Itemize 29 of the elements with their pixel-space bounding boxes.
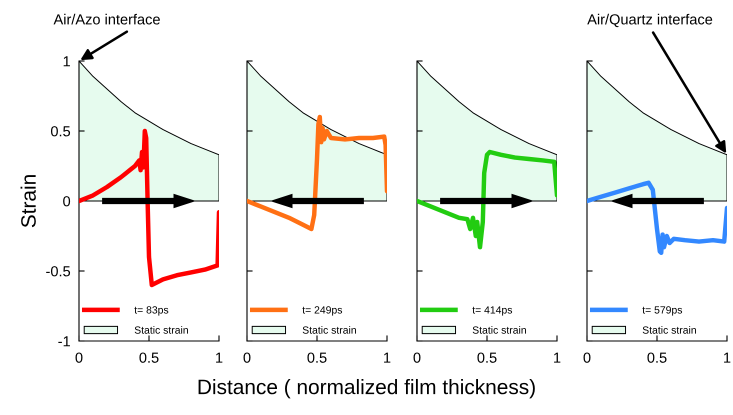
legend-label: t= 83ps bbox=[134, 306, 168, 316]
legend-label: t= 414ps bbox=[472, 306, 512, 316]
x-tick-label: 0 bbox=[244, 352, 250, 363]
x-tick-label: 0 bbox=[584, 352, 590, 363]
y-tick-label: 0 bbox=[63, 196, 70, 206]
annotation: Air/Azo interface bbox=[54, 14, 160, 25]
legend-label: Static strain bbox=[472, 326, 526, 334]
y-tick-label: -0.5 bbox=[46, 266, 70, 276]
legend-label: t= 249ps bbox=[302, 306, 342, 316]
x-tick-label: 0 bbox=[76, 352, 82, 363]
legend-label: Static strain bbox=[642, 326, 696, 334]
x-tick-label: 0 bbox=[414, 352, 420, 363]
y-tick-label: 1 bbox=[64, 56, 70, 66]
x-tick-label: 1 bbox=[724, 352, 730, 363]
x-tick-label: 1 bbox=[216, 352, 222, 363]
y-tick-label: -1 bbox=[58, 336, 70, 346]
x-tick-label: 1 bbox=[384, 352, 390, 363]
x-tick-label: 0.5 bbox=[477, 352, 497, 363]
legend-label: Static strain bbox=[134, 326, 188, 334]
annotation: Air/Quartz interface bbox=[587, 14, 712, 28]
legend-label: Static strain bbox=[302, 326, 356, 334]
x-tick-label: 0.5 bbox=[139, 352, 159, 363]
x-axis-title: Distance ( normalized film thickness) bbox=[198, 378, 535, 398]
y-axis-title: Strain bbox=[20, 175, 36, 228]
legend-label: t= 579ps bbox=[642, 306, 682, 316]
x-tick-label: 0.5 bbox=[307, 352, 327, 363]
x-tick-label: 0.5 bbox=[647, 352, 667, 363]
y-tick-label: 0.5 bbox=[50, 126, 70, 136]
x-tick-label: 1 bbox=[554, 352, 560, 363]
